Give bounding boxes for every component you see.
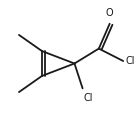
Text: O: O: [106, 7, 113, 18]
Text: Cl: Cl: [126, 56, 135, 66]
Text: Cl: Cl: [84, 93, 93, 103]
